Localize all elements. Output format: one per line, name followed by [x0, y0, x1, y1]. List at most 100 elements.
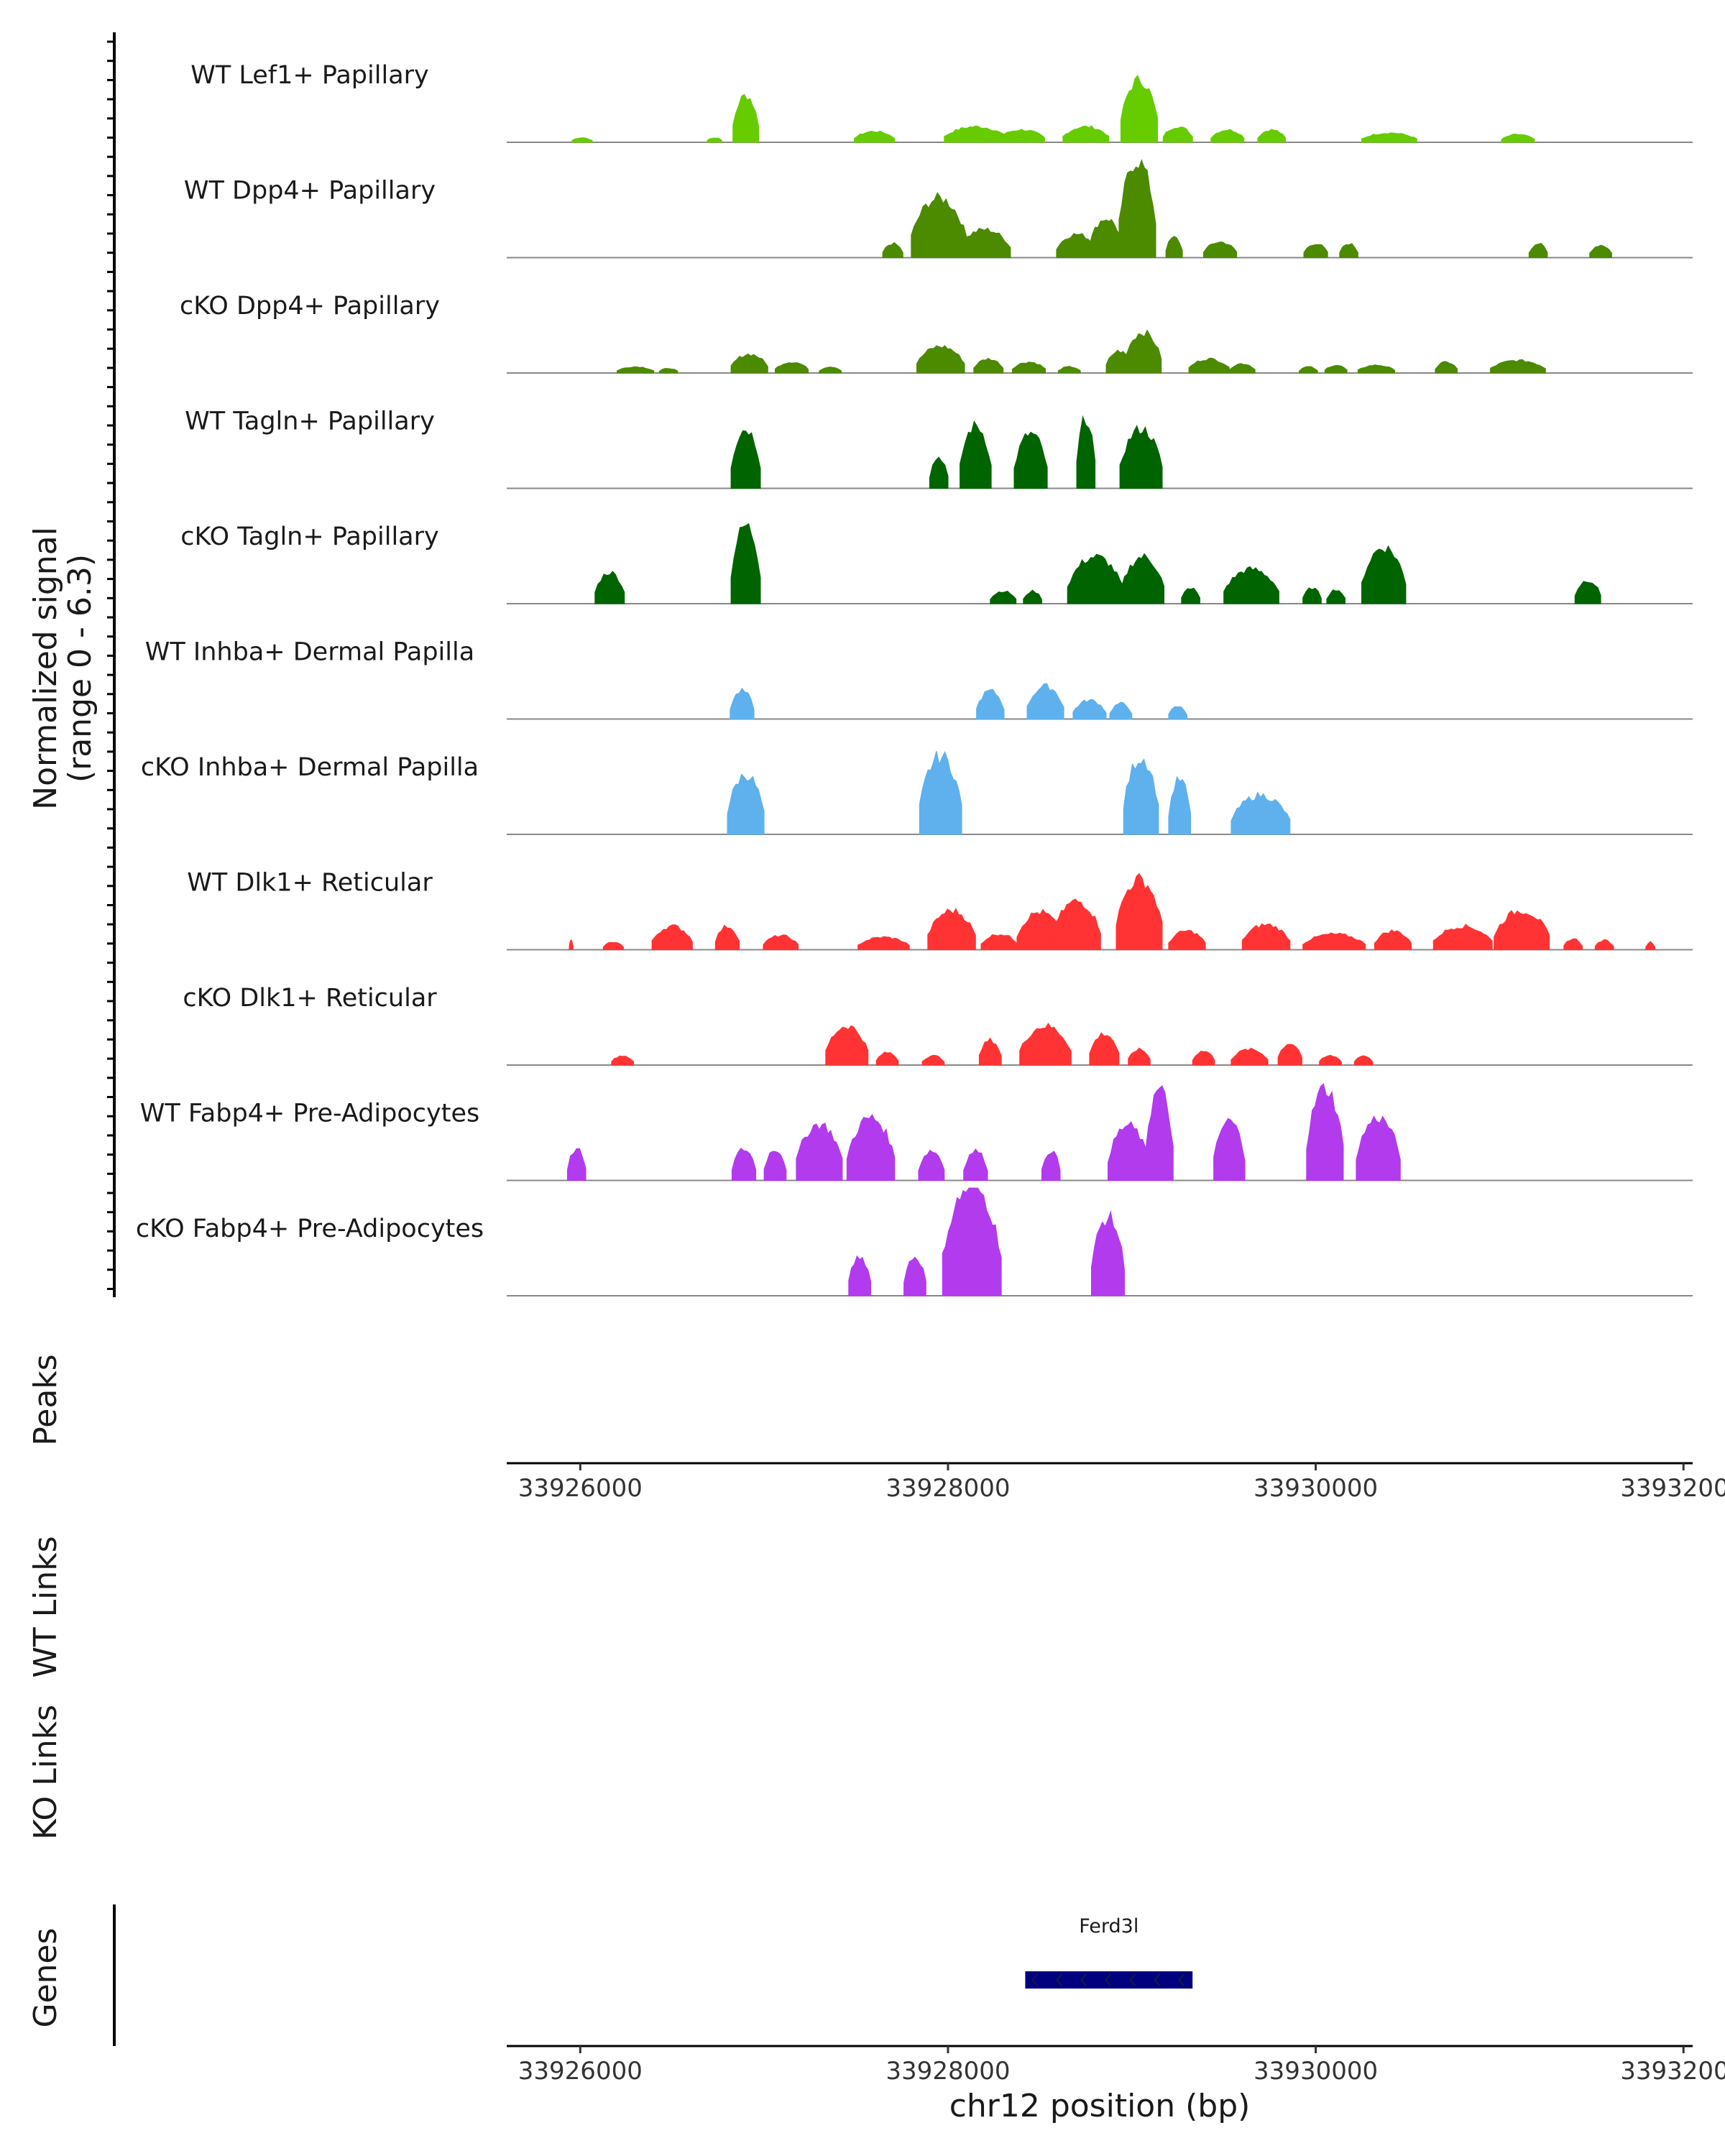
coverage-peak	[775, 362, 809, 374]
track-8: WT Dlk1+ Reticular	[187, 869, 1693, 951]
coverage-peak	[1168, 929, 1206, 950]
coverage-peak	[1230, 1047, 1269, 1066]
coverage-peak	[1432, 923, 1493, 950]
coverage-peak	[1645, 941, 1656, 950]
coverage-peak	[1339, 243, 1358, 258]
coverage-peak	[1120, 74, 1159, 143]
track-label: cKO Inhba+ Dermal Papilla	[141, 753, 479, 782]
coverage-peak	[1303, 244, 1328, 258]
coverage-peak	[1230, 791, 1291, 835]
x-tick-label: 33930000	[1254, 2057, 1378, 2086]
coverage-peak	[763, 934, 799, 950]
track-label: cKO Dlk1+ Reticular	[183, 984, 437, 1013]
track-7: cKO Inhba+ Dermal Papilla	[141, 750, 1693, 835]
coverage-peak	[1091, 1210, 1125, 1296]
coverage-peak	[1119, 425, 1163, 489]
coverage-peak	[569, 939, 574, 950]
gene-label: Ferd3l	[1079, 1915, 1138, 1938]
track-5: cKO Tagln+ Papillary	[180, 522, 1693, 604]
x-tick-label: 33928000	[886, 2057, 1010, 2086]
coverage-peak	[857, 936, 910, 950]
track-4: WT Tagln+ Papillary	[185, 407, 1693, 489]
gene-annotations: Ferd3l	[1025, 1915, 1193, 1989]
coverage-peak	[1361, 545, 1407, 604]
coverage-peak	[1528, 242, 1548, 258]
coverage-peak	[1356, 1115, 1401, 1181]
coverage-peak	[916, 345, 965, 374]
coverage-peak	[1277, 1044, 1302, 1066]
coverage-peak	[819, 367, 842, 374]
track-10: WT Fabp4+ Pre-Adipocytes	[140, 1083, 1693, 1181]
coverage-peak	[929, 456, 949, 489]
coverage-peak	[1121, 553, 1164, 604]
coverage-peak	[1012, 361, 1046, 374]
coverage-peak	[1353, 1055, 1374, 1066]
coverage-peak	[903, 1256, 926, 1296]
x-tick-label: 33926000	[518, 2057, 643, 2086]
coverage-peak	[1435, 361, 1458, 374]
peaks-panel-label: Peaks	[27, 1354, 64, 1445]
coverage-peak	[714, 924, 740, 950]
coverage-peak	[1302, 932, 1366, 950]
coverage-peak	[658, 367, 678, 374]
track-label: cKO Tagln+ Papillary	[180, 522, 439, 551]
coverage-peak	[730, 430, 761, 489]
coverage-peak	[990, 590, 1017, 604]
gene-body	[1025, 1971, 1193, 1989]
coverage-peak	[1324, 364, 1348, 374]
coverage-peak	[973, 358, 1004, 374]
coverage-peak	[1041, 1151, 1061, 1181]
coverage-peak	[1026, 683, 1064, 719]
coverage-peak	[1501, 133, 1535, 143]
track-3: cKO Dpp4+ Papillary	[180, 292, 1693, 374]
coverage-peak	[1062, 125, 1110, 143]
track-11: cKO Fabp4+ Pre-Adipocytes	[136, 1187, 1693, 1296]
coverage-peak	[571, 137, 593, 143]
coverage-peak	[848, 1255, 871, 1296]
x-tick-label: 33928000	[886, 1474, 1010, 1503]
coverage-peak	[911, 192, 967, 258]
track-2: WT Dpp4+ Papillary	[184, 159, 1693, 259]
coverage-peak	[1241, 923, 1291, 950]
coverage-peak	[846, 1113, 896, 1181]
coverage-peak	[1494, 910, 1550, 950]
track-label: WT Lef1+ Papillary	[190, 61, 429, 90]
coverage-peak	[1374, 929, 1412, 950]
genes-panel-label: Genes	[27, 1927, 64, 2027]
x-tick-label: 3393200	[1620, 1474, 1725, 1503]
strand-arrow	[1129, 1973, 1136, 1986]
strand-arrow	[1105, 1973, 1112, 1986]
y-axis-title: Normalized signal	[27, 527, 64, 810]
coverage-peak	[1019, 1022, 1072, 1066]
coverage-peak	[960, 420, 992, 489]
coverage-peak	[1228, 363, 1256, 374]
coverage-peak	[1302, 587, 1322, 604]
strand-arrow	[1154, 1973, 1161, 1986]
coverage-peak	[1326, 589, 1346, 604]
coverage-peak	[1118, 159, 1156, 258]
coverage-peak	[998, 129, 1045, 143]
track-label: WT Inhba+ Dermal Papilla	[145, 638, 474, 667]
coverage-peak	[594, 571, 625, 604]
coverage-peak	[958, 227, 1011, 258]
coverage-peak	[1052, 898, 1101, 950]
track-label: WT Tagln+ Papillary	[185, 407, 435, 436]
coverage-peak	[1563, 938, 1583, 950]
coverage-peak	[617, 366, 655, 374]
track-6: WT Inhba+ Dermal Papilla	[145, 638, 1693, 720]
coverage-peak	[944, 125, 1008, 143]
coverage-peak	[1116, 872, 1163, 950]
coverage-peak	[611, 1055, 634, 1066]
coverage-peak	[566, 1148, 586, 1181]
coverage-peak	[1145, 1084, 1174, 1181]
coverage-peak	[1123, 758, 1159, 835]
coverage-peak	[980, 934, 1018, 950]
coverage-peak	[1089, 1032, 1120, 1066]
track-label: WT Dlk1+ Reticular	[187, 869, 433, 898]
x-tick-label: 33930000	[1254, 1474, 1378, 1503]
strand-arrow	[1080, 1973, 1087, 1986]
x-axis-lower: 33926000 33928000 33930000 3393200	[518, 2046, 1725, 2086]
coverage-peak	[1589, 244, 1612, 258]
coverage-peak	[1072, 699, 1107, 719]
